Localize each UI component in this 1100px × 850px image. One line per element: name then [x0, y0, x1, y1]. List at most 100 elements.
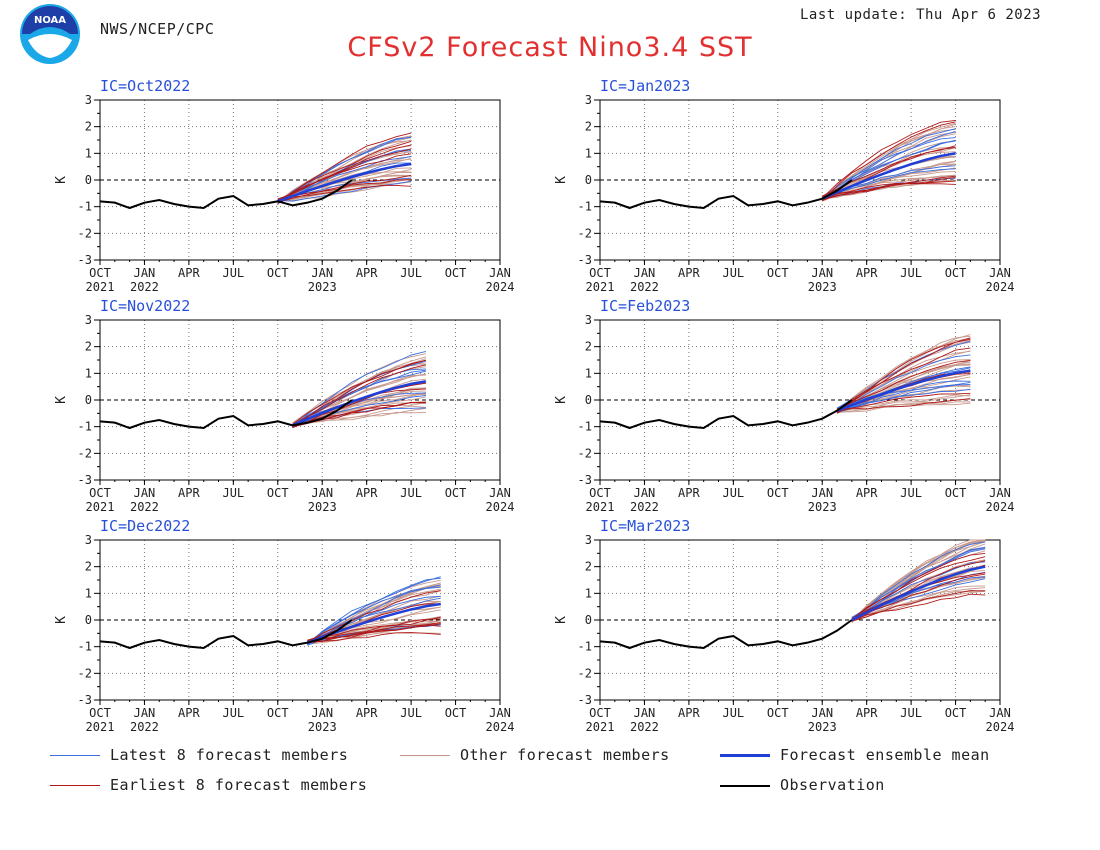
x-tick-label: JUL	[722, 266, 744, 280]
ensemble-mean-line	[851, 565, 986, 622]
y-tick-label: 1	[85, 146, 92, 160]
x-tick-year: 2023	[308, 720, 337, 734]
forecast-member-line	[822, 180, 956, 200]
x-tick-year: 2023	[308, 500, 337, 514]
forecast-member-line	[836, 334, 971, 413]
forecast-member-line	[277, 132, 412, 203]
observation-line	[99, 399, 353, 430]
x-tick-label: APR	[356, 706, 378, 720]
y-tick-label: -1	[78, 420, 92, 434]
x-tick-label: JUL	[400, 706, 422, 720]
legend-other: Other forecast members	[400, 746, 700, 766]
forecast-member-line	[277, 144, 412, 200]
y-tick-label: 2	[585, 560, 592, 574]
x-tick-year: 2022	[630, 500, 659, 514]
x-tick-year: 2021	[586, 720, 615, 734]
y-tick-label: 2	[585, 120, 592, 134]
forecast-member-line	[836, 382, 971, 410]
legend-observation-swatch	[720, 785, 770, 787]
x-tick-label: JUL	[400, 486, 422, 500]
y-tick-label: 3	[85, 93, 92, 107]
legend-observation-label: Observation	[780, 776, 885, 794]
y-tick-label: 3	[585, 533, 592, 547]
forecast-member-line	[851, 547, 986, 621]
forecast-member-line	[851, 573, 986, 621]
legend-latest: Latest 8 forecast members	[50, 746, 380, 766]
x-tick-year: 2022	[130, 500, 159, 514]
x-tick-year: 2022	[130, 280, 159, 294]
forecast-member-line	[821, 119, 956, 199]
x-tick-label: APR	[356, 266, 378, 280]
x-tick-label: JAN	[811, 266, 833, 280]
x-tick-year: 2023	[308, 280, 337, 294]
observation-line	[599, 179, 853, 210]
forecast-member-line	[822, 163, 956, 200]
forecast-member-line	[277, 181, 412, 202]
forecast-member-line	[836, 394, 971, 414]
x-tick-label: JUL	[722, 486, 744, 500]
y-tick-label: 1	[585, 366, 592, 380]
x-tick-label: JAN	[489, 266, 511, 280]
legend-mean: Forecast ensemble mean	[720, 746, 1020, 766]
y-tick-label: 0	[85, 173, 92, 187]
y-tick-label: -2	[578, 226, 592, 240]
x-tick-label: JUL	[222, 706, 244, 720]
y-tick-label: 2	[85, 120, 92, 134]
x-tick-label: OCT	[89, 266, 111, 280]
forecast-member-line	[851, 541, 986, 618]
x-tick-label: OCT	[89, 486, 111, 500]
forecast-member-line	[836, 401, 971, 413]
observation-line	[599, 619, 853, 650]
ensemble-mean-line	[292, 380, 427, 427]
x-tick-label: OCT	[945, 706, 967, 720]
y-axis-label: K	[554, 176, 569, 184]
y-tick-label: 0	[585, 393, 592, 407]
x-tick-year: 2021	[86, 500, 115, 514]
forecast-member-line	[277, 180, 412, 202]
x-tick-label: OCT	[945, 266, 967, 280]
forecast-member-line	[292, 382, 426, 425]
x-tick-label: OCT	[767, 706, 789, 720]
forecast-member-line	[277, 140, 412, 202]
x-tick-label: OCT	[267, 266, 289, 280]
x-tick-year: 2021	[86, 720, 115, 734]
y-tick-label: 3	[585, 93, 592, 107]
forecast-member-line	[851, 553, 986, 620]
x-tick-label: OCT	[589, 486, 611, 500]
forecast-member-line	[307, 584, 441, 645]
panel-label: IC=Nov2022	[100, 297, 190, 315]
forecast-member-line	[836, 350, 971, 410]
forecast-member-line	[851, 539, 986, 620]
forecast-member-line	[292, 364, 427, 426]
y-tick-label: -3	[78, 473, 92, 487]
legend-earliest: Earliest 8 forecast members	[50, 776, 380, 796]
y-tick-label: 0	[85, 613, 92, 627]
y-tick-label: -1	[78, 640, 92, 654]
y-tick-label: -1	[78, 200, 92, 214]
forecast-member-line	[836, 388, 971, 413]
last-update-label: Last update: Thu Apr 6 2023	[800, 7, 1042, 23]
observation-line	[99, 179, 353, 210]
forecast-member-line	[822, 175, 956, 201]
y-tick-label: -2	[78, 666, 92, 680]
x-tick-label: JUL	[900, 266, 922, 280]
x-tick-label: APR	[678, 706, 700, 720]
x-tick-year: 2022	[630, 280, 659, 294]
forecast-member-line	[836, 360, 971, 412]
x-tick-label: OCT	[767, 486, 789, 500]
y-tick-label: -3	[578, 473, 592, 487]
x-tick-label: JAN	[634, 486, 656, 500]
x-tick-year: 2023	[808, 280, 837, 294]
forecast-member-line	[821, 137, 956, 200]
forecast-member-line	[307, 603, 441, 641]
y-tick-label: -3	[78, 693, 92, 707]
y-axis-label: K	[54, 396, 69, 404]
x-tick-label: JAN	[311, 486, 333, 500]
forecast-member-line	[307, 606, 441, 645]
x-tick-label: OCT	[445, 706, 467, 720]
x-tick-label: APR	[178, 266, 200, 280]
x-tick-label: OCT	[445, 266, 467, 280]
panel-label: IC=Oct2022	[100, 77, 190, 95]
